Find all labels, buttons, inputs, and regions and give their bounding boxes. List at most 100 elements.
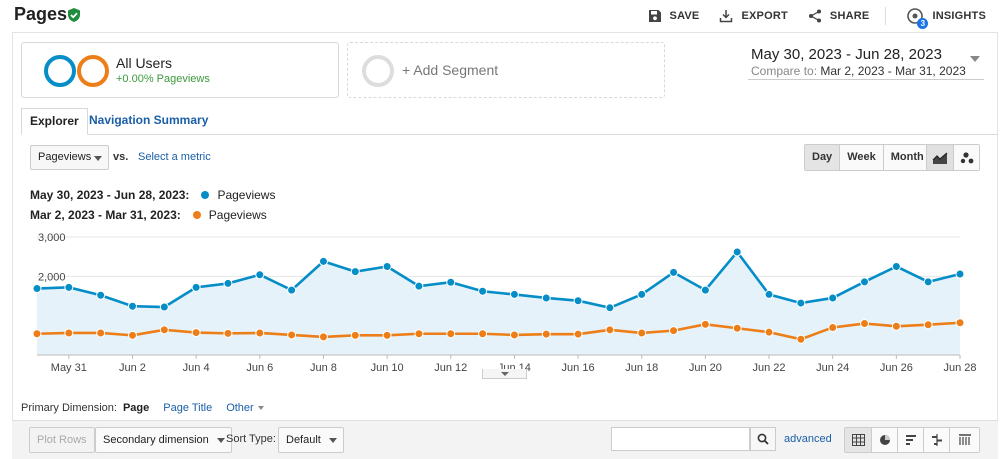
save-button[interactable]: SAVE — [648, 9, 700, 23]
data-point-current — [605, 303, 615, 313]
data-point-current — [223, 278, 233, 288]
data-point-compare — [350, 330, 360, 340]
export-button[interactable]: EXPORT — [719, 9, 788, 23]
data-point-current — [732, 247, 742, 257]
data-point-compare — [159, 325, 169, 335]
data-point-current — [350, 267, 360, 277]
select-metric-link[interactable]: Select a metric — [138, 151, 211, 163]
chevron-down-icon — [970, 56, 980, 62]
data-point-compare — [573, 329, 583, 339]
date-range-picker[interactable]: May 30, 2023 - Jun 28, 2023 Compare to: … — [748, 44, 984, 80]
data-point-compare — [828, 322, 838, 332]
granularity-month-button[interactable]: Month — [882, 145, 931, 170]
page-header: Pages SAVE EXPORT — [0, 0, 1000, 32]
bar-list-icon — [905, 435, 916, 445]
metric-dropdown[interactable]: Pageviews — [30, 145, 109, 170]
tab-navigation-summary[interactable]: Navigation Summary — [89, 113, 209, 127]
table-search-input[interactable] — [611, 427, 750, 451]
legend-compare-range: Mar 2, 2023 - Mar 31, 2023: — [30, 208, 181, 222]
tab-explorer[interactable]: Explorer — [21, 108, 88, 135]
data-point-current — [96, 290, 106, 300]
data-point-compare — [732, 323, 742, 333]
data-point-current — [891, 262, 901, 271]
x-tick-label: May 31 — [51, 362, 87, 374]
data-point-compare — [318, 332, 328, 342]
secondary-dimension-dropdown[interactable]: Secondary dimension — [95, 427, 232, 453]
data-point-compare — [255, 328, 265, 338]
data-point-current — [828, 293, 838, 303]
data-point-current — [541, 293, 551, 303]
performance-view-button[interactable] — [897, 428, 923, 452]
primary-dimension-other-label: Other — [226, 402, 254, 414]
data-point-current — [414, 281, 424, 291]
data-point-compare — [478, 329, 488, 339]
search-button[interactable] — [750, 427, 776, 451]
x-tick-label: Jun 22 — [753, 362, 786, 374]
search-icon — [757, 433, 769, 445]
primary-dimension-label: Primary Dimension: — [21, 402, 117, 414]
primary-dimension-page-title[interactable]: Page Title — [163, 402, 213, 414]
advanced-filter-link[interactable]: advanced — [784, 433, 832, 445]
line-chart-icon — [932, 152, 948, 164]
data-point-current — [509, 289, 519, 299]
data-point-current — [923, 277, 933, 287]
table-view-button[interactable] — [845, 428, 871, 452]
data-point-compare — [446, 329, 456, 339]
comparison-icon — [931, 434, 942, 446]
data-point-current — [573, 296, 583, 306]
add-segment-circle-icon — [362, 55, 394, 87]
sort-type-label: Sort Type: — [226, 433, 276, 445]
x-tick-label: Jun 18 — [625, 362, 658, 374]
sort-type-dropdown[interactable]: Default — [278, 427, 344, 453]
x-tick-label: Jun 12 — [434, 362, 467, 374]
data-point-compare — [637, 328, 647, 338]
chart-resize-handle[interactable] — [482, 369, 527, 379]
motion-chart-icon — [960, 151, 973, 163]
data-point-compare — [891, 321, 901, 331]
compare-label: Compare to: — [751, 64, 818, 78]
line-chart-button[interactable] — [927, 145, 953, 170]
data-point-current — [478, 286, 488, 296]
save-icon — [648, 10, 661, 22]
share-icon — [808, 9, 821, 23]
pie-view-button[interactable] — [871, 428, 897, 452]
insights-badge: 3 — [917, 18, 929, 29]
legend-current: May 30, 2023 - Jun 28, 2023: Pageviews — [30, 188, 275, 202]
legend-current-range: May 30, 2023 - Jun 28, 2023: — [30, 188, 190, 202]
insights-icon — [907, 8, 924, 24]
data-point-current — [637, 289, 647, 299]
x-tick-label: Jun 16 — [562, 362, 595, 374]
segment-title: All Users — [116, 55, 173, 71]
motion-chart-button[interactable] — [953, 145, 979, 170]
x-tick-label: Jun 26 — [880, 362, 913, 374]
primary-dimension-page[interactable]: Page — [122, 402, 150, 414]
data-point-current — [287, 285, 297, 295]
add-segment-button[interactable]: + Add Segment — [347, 42, 665, 98]
pivot-view-button[interactable] — [949, 428, 979, 452]
secondary-dimension-label: Secondary dimension — [103, 434, 209, 446]
save-label: SAVE — [669, 10, 700, 22]
data-point-compare — [764, 327, 774, 337]
share-button[interactable]: SHARE — [808, 9, 870, 23]
export-label: EXPORT — [741, 10, 788, 22]
compare-range: Mar 2, 2023 - Mar 31, 2023 — [820, 64, 966, 78]
chart-type-toggle — [926, 144, 980, 171]
x-tick-label: Jun 28 — [943, 362, 976, 374]
insights-button[interactable]: 3 INSIGHTS — [906, 7, 986, 29]
primary-dimension-other[interactable]: Other — [226, 402, 264, 414]
data-point-current — [318, 256, 328, 266]
x-tick-label: Jun 20 — [689, 362, 722, 374]
data-point-current — [159, 302, 169, 312]
data-point-compare — [32, 329, 42, 339]
granularity-week-button[interactable]: Week — [839, 145, 883, 170]
granularity-day-button[interactable]: Day — [805, 145, 840, 170]
add-segment-label: + Add Segment — [402, 62, 499, 78]
data-point-compare — [605, 325, 615, 335]
grid-icon — [851, 434, 865, 446]
data-point-compare — [414, 329, 424, 339]
data-point-current — [700, 285, 710, 295]
comparison-view-button[interactable] — [923, 428, 949, 452]
data-point-compare — [509, 330, 519, 340]
plot-rows-button[interactable]: Plot Rows — [29, 427, 95, 453]
segment-card-all-users[interactable]: All Users +0.00% Pageviews — [21, 42, 339, 98]
